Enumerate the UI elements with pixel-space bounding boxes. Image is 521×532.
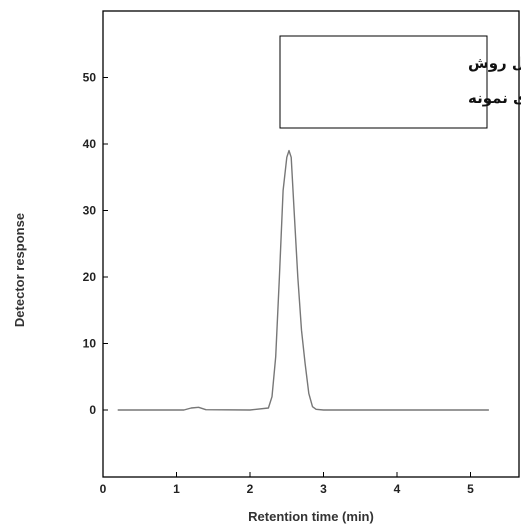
y-tick-label-4: 40 xyxy=(83,137,97,151)
x-tick-label-5: 5 xyxy=(467,482,474,496)
y-tick-label-5: 50 xyxy=(83,71,97,85)
x-tick-label-3: 3 xyxy=(320,482,327,496)
annotation-line-2: آماده سازی نمونه xyxy=(468,89,521,107)
x-tick-label-0: 0 xyxy=(100,482,107,496)
annotation-line-1: قبل از اعمال روش xyxy=(468,54,521,72)
series-layer xyxy=(117,149,489,411)
y-tick-label-1: 10 xyxy=(83,337,97,351)
plot-frame xyxy=(102,10,520,478)
annotation-box: قبل از اعمال روش آماده سازی نمونه xyxy=(279,35,521,129)
y-axis-title: Detector response xyxy=(12,213,27,327)
y-tick-label-2: 20 xyxy=(83,270,97,284)
x-axis-title: Retention time (min) xyxy=(248,509,374,524)
y-tick-label-0: 0 xyxy=(89,403,96,417)
x-tick-label-2: 2 xyxy=(247,482,254,496)
axes xyxy=(102,10,520,478)
y-tick-label-3: 30 xyxy=(83,204,97,218)
series-line-0 xyxy=(117,149,489,411)
x-tick-label-4: 4 xyxy=(394,482,401,496)
x-tick-label-1: 1 xyxy=(173,482,180,496)
